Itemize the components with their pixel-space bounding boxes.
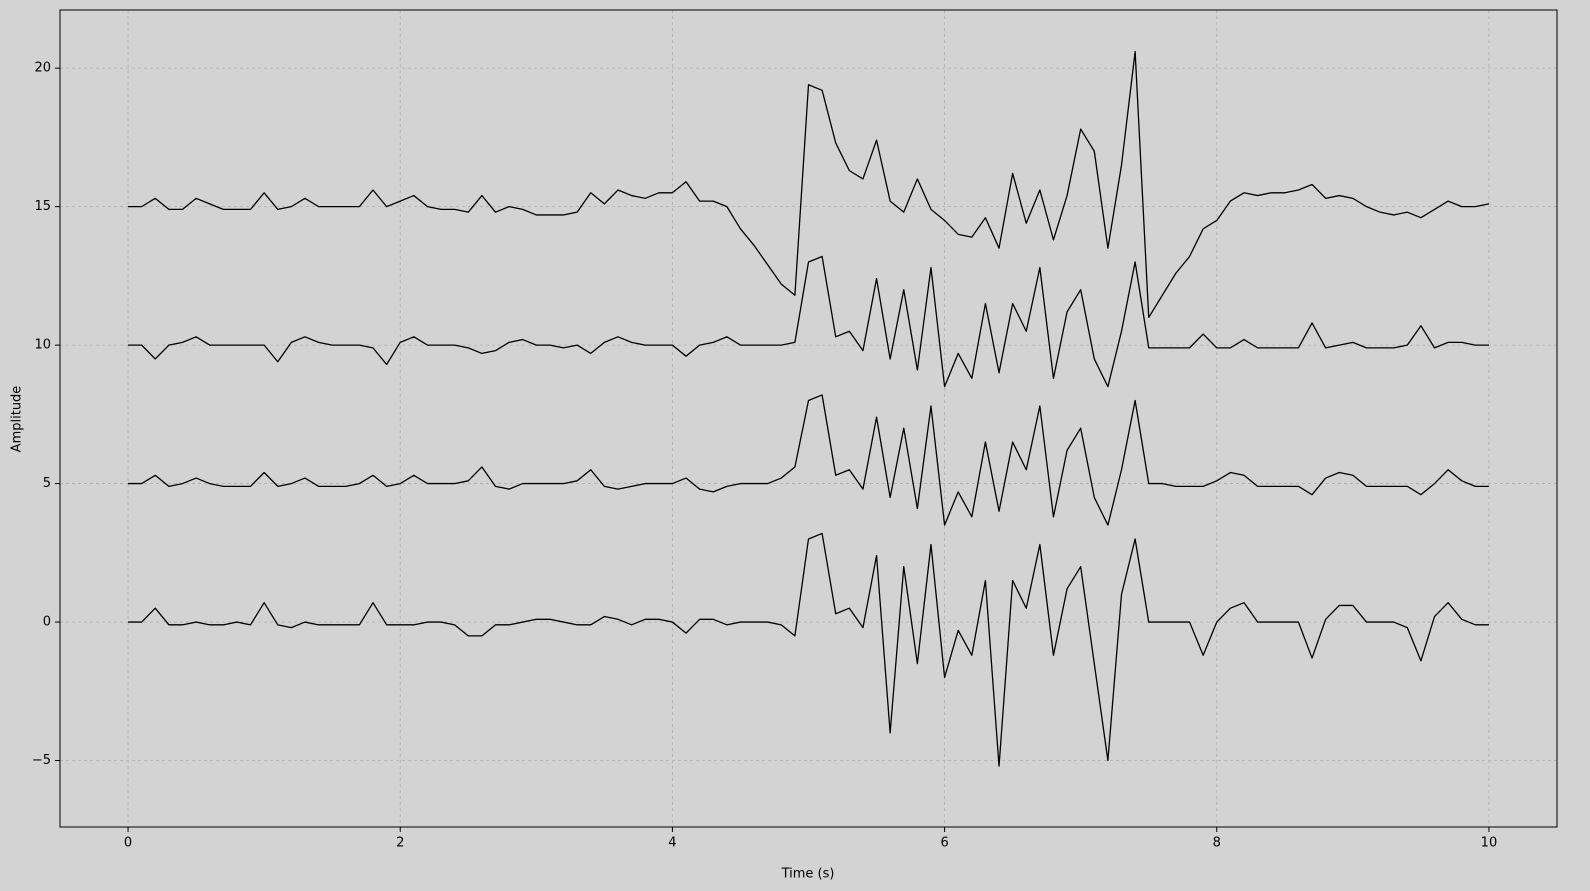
y-tick-label: 15 [34, 199, 51, 214]
lines [128, 50, 1490, 767]
x-tick-label: 6 [940, 836, 948, 851]
y-tick-label: 10 [34, 338, 51, 353]
signal-line [128, 255, 1489, 388]
x-tick-label: 4 [668, 836, 676, 851]
y-tick-label: 20 [34, 61, 51, 76]
y-tick-label: 0 [43, 615, 51, 630]
y-tick-label: −5 [32, 753, 51, 768]
y-axis-label: Amplitude [10, 386, 25, 453]
x-tick-label: 10 [1481, 836, 1498, 851]
x-tick-label: 2 [396, 836, 404, 851]
grid [60, 10, 1557, 827]
x-axis-label: Time (s) [781, 867, 835, 882]
signal-line [128, 50, 1490, 319]
x-tick-label: 8 [1213, 836, 1221, 851]
signal-line [128, 532, 1489, 767]
x-tick-label: 0 [124, 836, 132, 851]
y-tick-label: 5 [43, 476, 51, 491]
plot-frame [59, 9, 1558, 828]
signal-line [128, 394, 1489, 526]
